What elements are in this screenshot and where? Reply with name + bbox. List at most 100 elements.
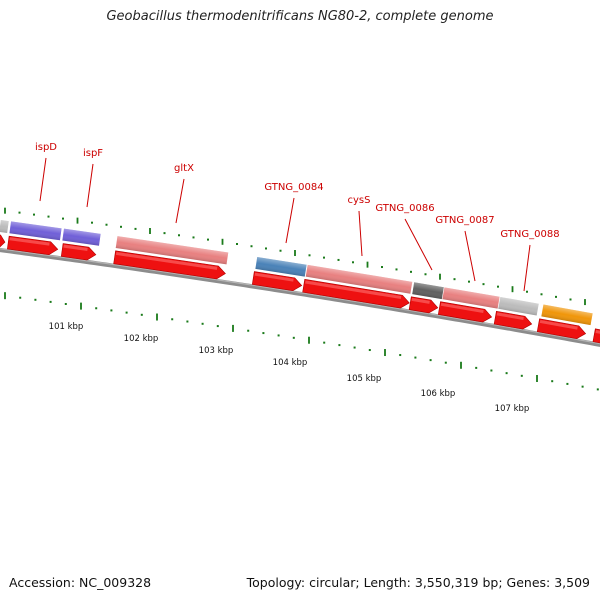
scale-label: 101 kbp (49, 322, 84, 332)
outer-ruler-tick-dot (18, 211, 21, 214)
outer-ruler-tick-major (366, 261, 369, 268)
inner-ruler-tick-dot (216, 325, 219, 328)
scale-label: 107 kbp (495, 404, 530, 414)
inner-ruler-tick-major (156, 313, 158, 321)
feature-bar-pink (442, 287, 500, 309)
inner-ruler-tick-major (232, 324, 234, 332)
cds-arrow-highlight (115, 251, 218, 270)
outer-ruler-tick-dot (192, 236, 195, 239)
scale-label: 105 kbp (347, 374, 382, 384)
cds-arrow (437, 301, 493, 323)
cds-arrow-highlight (9, 237, 50, 246)
outer-ruler-tick-dot (424, 273, 427, 276)
map-title: Geobacillus thermodenitrificans NG80-2, … (106, 9, 494, 24)
outer-ruler-tick-major (294, 250, 296, 257)
outer-ruler-tick-dot (47, 215, 50, 218)
outer-ruler-tick-dot (482, 283, 485, 286)
cds-arrow (536, 318, 587, 339)
gene-leader-line (358, 210, 363, 257)
inner-ruler-tick-dot (110, 309, 113, 312)
feature-shade (115, 236, 229, 265)
cds-arrow-highlight (305, 280, 402, 300)
inner-ruler-tick-dot (64, 302, 67, 305)
feature-bar-gray (498, 296, 539, 316)
scale-label: 103 kbp (199, 346, 234, 356)
outer-ruler-tick-dot (33, 213, 35, 216)
cds-arrow-highlight (496, 312, 524, 321)
gene-leader-line (285, 197, 295, 244)
outer-ruler-tick-dot (337, 258, 340, 261)
feature-shade (412, 282, 444, 300)
scale-label: 102 kbp (124, 334, 159, 344)
outer-ruler-tick-dot (323, 256, 325, 259)
gene-label: cysS (348, 195, 371, 206)
feature-bar-pink (115, 236, 229, 265)
outer-ruler-tick-dot (207, 238, 209, 241)
outer-ruler-tick-dot (62, 217, 64, 220)
gene-leader-line (404, 218, 433, 271)
inner-ruler-tick-dot (429, 359, 432, 362)
cds-arrow (60, 243, 97, 261)
gene-leader-line (464, 230, 476, 282)
cds-arrow-body (0, 233, 6, 249)
cds-arrow (408, 296, 439, 314)
outer-ruler-tick-dot (120, 225, 122, 228)
inner-ruler-tick-dot (368, 349, 371, 352)
feature-bar-dark (412, 282, 444, 300)
inner-ruler-tick-dot (247, 329, 250, 332)
cds-arrow-highlight (539, 319, 578, 330)
feature-bar-gray (0, 220, 9, 234)
feature-bar-blue (255, 257, 307, 277)
inner-ruler-tick-dot (292, 336, 295, 339)
inner-ruler-tick-dot (581, 385, 584, 388)
feature-shade (498, 296, 539, 316)
gene-leader-line (39, 157, 47, 202)
feature-bar-orange (541, 304, 593, 326)
gene-leader-line (86, 163, 94, 208)
feature-bar-purple (9, 221, 62, 241)
gene-label: GTNG_0087 (435, 215, 494, 226)
genome-backbone (0, 247, 600, 347)
inner-ruler-tick-dot (262, 332, 265, 335)
inner-ruler-tick-major (536, 374, 538, 382)
outer-ruler-tick-dot (569, 298, 572, 301)
inner-ruler-tick-major (384, 349, 386, 357)
inner-ruler-tick-dot (444, 361, 447, 364)
cds-arrow (113, 250, 226, 280)
feature-shade (0, 220, 9, 234)
cds-arrow (302, 279, 410, 309)
outer-ruler-tick-dot (526, 290, 528, 293)
outer-ruler-tick-dot (540, 293, 543, 296)
inner-ruler-tick-major (4, 292, 6, 300)
feature-shade (305, 264, 413, 294)
outer-ruler-tick-dot (381, 266, 383, 269)
outer-ruler-tick-dot (236, 243, 238, 246)
inner-ruler-tick-dot (399, 354, 402, 357)
gene-leader-line (523, 244, 531, 292)
feature-shade (541, 304, 593, 326)
inner-ruler-tick-dot (186, 320, 189, 323)
feature-shade (62, 228, 101, 246)
outer-ruler-tick-dot (250, 245, 253, 248)
inner-ruler-tick-dot (475, 366, 478, 369)
cds-arrow (251, 271, 303, 292)
inner-ruler-tick-dot (19, 296, 22, 299)
inner-ruler-tick-dot (414, 356, 417, 359)
inner-ruler-tick-dot (353, 346, 356, 349)
outer-ruler-tick-dot (453, 278, 456, 281)
outer-ruler-tick-major (221, 238, 224, 245)
inner-ruler-tick-dot (125, 311, 128, 314)
outer-ruler-tick-dot (497, 285, 499, 288)
accession-text: Accession: NC_009328 (9, 575, 152, 590)
cds-arrow-highlight (440, 302, 484, 314)
inner-ruler-tick-dot (201, 322, 204, 325)
inner-ruler-tick-dot (338, 344, 341, 347)
feature-shade (442, 287, 500, 309)
cds-arrow (493, 310, 533, 330)
inner-ruler-tick-dot (171, 318, 174, 321)
genome-backbone-highlight (0, 248, 600, 345)
outer-ruler-tick-major (584, 299, 586, 306)
inner-ruler-tick-major (308, 336, 310, 344)
outer-ruler-tick-dot (308, 254, 311, 257)
outer-ruler-tick-major (76, 217, 79, 224)
